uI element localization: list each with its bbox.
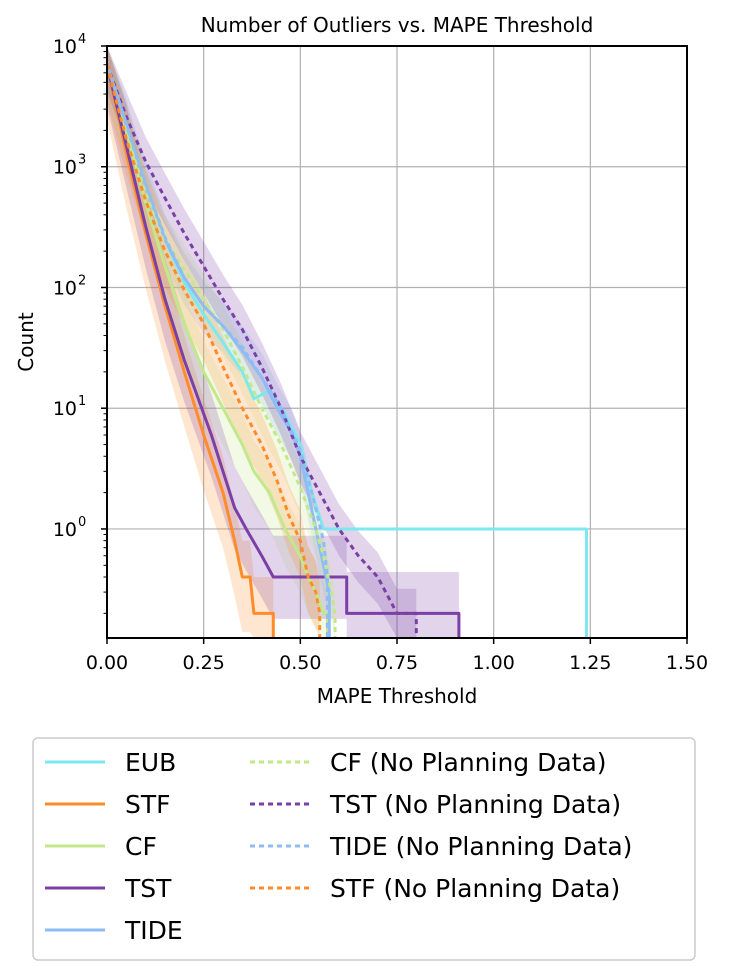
- legend-label-stf-no-planning-data: STF (No Planning Data): [330, 874, 620, 903]
- line-stf: [107, 64, 275, 638]
- y-axis-label: Count: [14, 312, 38, 372]
- legend-label-tst: TST: [124, 874, 172, 903]
- line-stf-no-planning-data: [107, 64, 322, 638]
- x-tick-label: 0.75: [376, 652, 418, 674]
- y-tick-exponent: 1: [78, 394, 86, 409]
- line-tst-no-planning-data: [107, 64, 418, 638]
- band-cf: [107, 46, 328, 638]
- legend-label-tide: TIDE: [124, 916, 183, 945]
- line-cf-no-planning-data: [107, 64, 337, 638]
- confidence-bands: [107, 46, 459, 638]
- line-tst: [107, 64, 461, 638]
- y-tick-exponent: 4: [78, 32, 86, 47]
- legend-label-stf: STF: [125, 790, 171, 819]
- x-axis-ticks: 0.00 0.25 0.50 0.75 1.00 1.25 1.50: [86, 638, 708, 674]
- x-tick-label: 1.00: [473, 652, 515, 674]
- band-tst-no-planning-data: [107, 46, 417, 638]
- band-stf: [107, 46, 274, 638]
- legend-label-tst-no-planning-data: TST (No Planning Data): [329, 790, 621, 819]
- legend-label-eub: EUB: [125, 748, 176, 777]
- y-tick-label: 10: [53, 157, 77, 179]
- y-tick-label: 10: [53, 398, 77, 420]
- band-tst: [107, 46, 459, 638]
- legend-label-cf-no-planning-data: CF (No Planning Data): [330, 748, 607, 777]
- y-tick-exponent: 0: [78, 515, 86, 530]
- legend-box: [32, 737, 696, 961]
- legend-label-cf: CF: [125, 832, 157, 861]
- x-tick-label: 0.50: [279, 652, 321, 674]
- x-tick-label: 0.25: [183, 652, 225, 674]
- x-tick-label: 1.50: [666, 652, 708, 674]
- series-lines: [107, 64, 588, 638]
- y-tick-label: 10: [53, 519, 77, 541]
- legend: EUB STF CF TST TIDE CF (No Planning Data) TST …: [45, 748, 632, 945]
- x-axis-label: MAPE Threshold: [317, 684, 478, 708]
- x-tick-label: 1.25: [569, 652, 611, 674]
- y-tick-exponent: 2: [78, 273, 86, 288]
- band-tide: [107, 46, 330, 638]
- chart-title: Number of Outliers vs. MAPE Threshold: [201, 13, 594, 37]
- line-tide-no-planning-data: [107, 64, 329, 638]
- y-tick-exponent: 3: [78, 153, 86, 168]
- legend-label-tide-no-planning-data: TIDE (No Planning Data): [329, 832, 632, 861]
- y-tick-label: 10: [53, 277, 77, 299]
- x-tick-label: 0.00: [86, 652, 128, 674]
- y-tick-label: 10: [53, 36, 77, 58]
